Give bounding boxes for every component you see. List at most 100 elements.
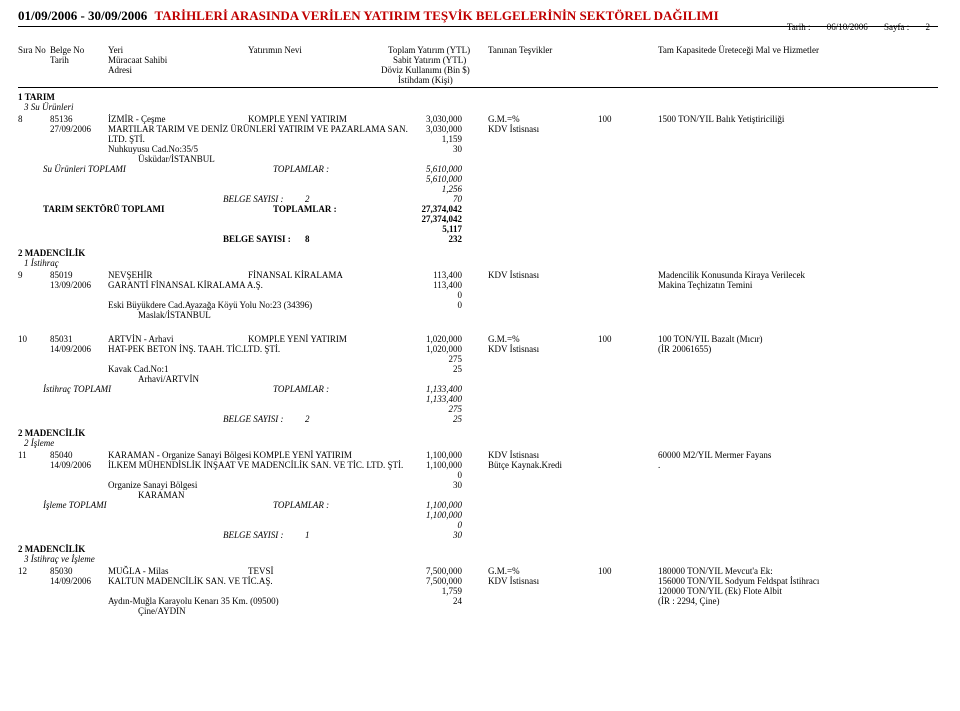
table-row: Maslak/İSTANBUL	[18, 310, 942, 320]
subtotal-v3: 0	[458, 520, 463, 530]
column-headers: Sıra No Belge No Tarih Yeri Müracaat Sah…	[18, 45, 942, 85]
table-row: Arhavi/ARTVİN	[18, 374, 942, 384]
sec-sub: 3 Su Ürünleri	[24, 102, 942, 112]
hdr-tes: Tanınan Teşvikler	[488, 45, 552, 55]
cell-val: 0	[458, 470, 463, 480]
cell-yeri: KARAMAN - Organize Sanayi Bölgesi	[108, 450, 251, 460]
cell-val: 0	[458, 300, 463, 310]
bs-n: 2	[305, 414, 310, 424]
subtotal-v3: 275	[449, 404, 463, 414]
cell-firma: HAT-PEK BETON İNŞ. TAAH. TİC.LTD. ŞTİ.	[108, 344, 280, 354]
sec-head: 2 MADENCİLİK	[18, 428, 942, 438]
table-row: Aydın-Muğla Karayolu Kenarı 35 Km. (0950…	[18, 596, 942, 606]
cell-no: 9	[18, 270, 23, 280]
cell-tes: G.M.=%	[488, 114, 520, 124]
sector-total-v1: 27,374,042	[422, 204, 463, 214]
cell-val: 1,020,000	[426, 334, 462, 344]
subtotal-v3: 1,256	[442, 184, 462, 194]
subtotal-v1: 1,133,400	[426, 384, 462, 394]
cell-val: 7,500,000	[426, 566, 462, 576]
bs-n: 8	[305, 234, 310, 244]
hdr-tarih: Tarih	[50, 55, 69, 65]
table-row: 14/09/2006 KALTUN MADENCİLİK SAN. VE TİC…	[18, 576, 942, 586]
page-no: 2	[926, 22, 931, 32]
subtotal-label: İşleme TOPLAMI	[43, 500, 107, 510]
cell-val: 24	[453, 596, 462, 606]
cell-tes: KDV İstisnası	[488, 124, 539, 134]
subtotal-v1: 1,100,000	[426, 500, 462, 510]
subtotal-row: 1,100,000	[18, 510, 942, 520]
hdr-belge: Belge No	[50, 45, 84, 55]
sec-head: 1 TARIM	[18, 92, 942, 102]
cell-val: 25	[453, 364, 462, 374]
cell-val: 3,030,000	[426, 124, 462, 134]
print-date: 06/10/2006	[827, 22, 868, 32]
cell-nevi: KOMPLE YENİ YATIRIM	[248, 114, 347, 124]
cell-tes: KDV İstisnası	[488, 450, 539, 460]
sector-total-row: 5,117	[18, 224, 942, 234]
subtotal-right: TOPLAMLAR :	[273, 384, 329, 394]
table-row: 11 85040 KARAMAN - Organize Sanayi Bölge…	[18, 450, 942, 460]
cell-tam: 100	[598, 334, 612, 344]
table-row: Kavak Cad.No:1 25	[18, 364, 942, 374]
section-madencilik-3: 2 MADENCİLİK 3 İstihraç ve İşleme 12 850…	[18, 544, 942, 616]
cell-val: 1,100,000	[426, 450, 462, 460]
cell-firma: GARANTİ FİNANSAL KİRALAMA A.Ş.	[108, 280, 263, 290]
table-row: Organize Sanayi Bölgesi 30	[18, 480, 942, 490]
sector-total-row: TARIM SEKTÖRÜ TOPLAMI TOPLAMLAR : 27,374…	[18, 204, 942, 214]
cell-nevi: FİNANSAL KİRALAMA	[248, 270, 343, 280]
title-main: TARİHLERİ ARASINDA VERİLEN YATIRIM TEŞVİ…	[155, 8, 719, 23]
cell-val: 1,159	[442, 134, 462, 144]
cell-tes: KDV İstisnası	[488, 576, 539, 586]
bs-label: BELGE SAYISI :	[223, 234, 291, 244]
separator	[18, 87, 938, 88]
cell-tarih: 27/09/2006	[50, 124, 91, 134]
cell-tam: 100	[598, 566, 612, 576]
cell-tam: 100	[598, 114, 612, 124]
table-row: Çine/AYDIN	[18, 606, 942, 616]
cell-tes: KDV İstisnası	[488, 270, 539, 280]
report-meta: Tarih : 06/10/2006 Sayfa : 2	[773, 22, 930, 32]
cell-val: 3,030,000	[426, 114, 462, 124]
section-madencilik-1: 2 MADENCİLİK 1 İstihraç 9 85019 NEVŞEHİR…	[18, 248, 942, 320]
cell-firma: İLKEM MÜHENDİSLİK İNŞAAT VE MADENCİLİK S…	[108, 460, 403, 470]
bs-label: BELGE SAYISI :	[223, 194, 284, 204]
cell-mal: 100 TON/YIL Bazalt (Mıcır)	[658, 334, 763, 344]
subtotal-row: İşleme TOPLAMI TOPLAMLAR : 1,100,000	[18, 500, 942, 510]
subtotal-label: Su Ürünleri TOPLAMI	[43, 164, 126, 174]
cell-val: 1,020,000	[426, 344, 462, 354]
cell-yeri: NEVŞEHİR	[108, 270, 153, 280]
cell-nevi: KOMPLE YENİ YATIRIM	[253, 450, 352, 460]
table-row: 14/09/2006 HAT-PEK BETON İNŞ. TAAH. TİC.…	[18, 344, 942, 354]
cell-mal: Makina Teçhizatın Temini	[658, 280, 752, 290]
hdr-sira: Sıra No	[18, 45, 46, 55]
cell-yeri: MUĞLA - Milas	[108, 566, 169, 576]
cell-no: 10	[18, 334, 27, 344]
hdr-yeri: Yeri	[108, 45, 123, 55]
table-row: Üsküdar/İSTANBUL	[18, 154, 942, 164]
table-row: KARAMAN	[18, 490, 942, 500]
table-row: 13/09/2006 GARANTİ FİNANSAL KİRALAMA A.Ş…	[18, 280, 942, 290]
hdr-nevi: Yatırımın Nevi	[248, 45, 302, 55]
cell-val: 7,500,000	[426, 576, 462, 586]
subtotal-row: Su Ürünleri TOPLAMI TOPLAMLAR : 5,610,00…	[18, 164, 942, 174]
hdr-ist: İstihdam (Kişi)	[398, 75, 453, 85]
table-row: 10 85031 ARTVİN - Arhavi KOMPLE YENİ YAT…	[18, 334, 942, 344]
cell-tes: Bütçe Kaynak.Kredi	[488, 460, 562, 470]
cell-tarih: 14/09/2006	[50, 344, 91, 354]
bs-v: 30	[453, 530, 462, 540]
cell-mal: Madencilik Konusunda Kiraya Verilecek	[658, 270, 805, 280]
subtotal-v2: 5,610,000	[426, 174, 462, 184]
subtotal-row: BELGE SAYISI : 1 30	[18, 530, 942, 540]
table-row: 1,759 120000 TON/YIL (Ek) Flote Albit	[18, 586, 942, 596]
cell-tes: KDV İstisnası	[488, 344, 539, 354]
cell-nevi: KOMPLE YENİ YATIRIM	[248, 334, 347, 344]
cell-val: 113,400	[433, 280, 462, 290]
cell-tarih: 14/09/2006	[50, 576, 91, 586]
cell-firma: LTD. ŞTİ.	[108, 134, 145, 144]
cell-mal: 156000 TON/YIL Sodyum Feldspat İstihracı	[658, 576, 819, 586]
cell-no: 11	[18, 450, 27, 460]
cell-val: 30	[453, 480, 462, 490]
subtotal-row: 0	[18, 520, 942, 530]
subtotal-right: TOPLAMLAR :	[273, 164, 329, 174]
